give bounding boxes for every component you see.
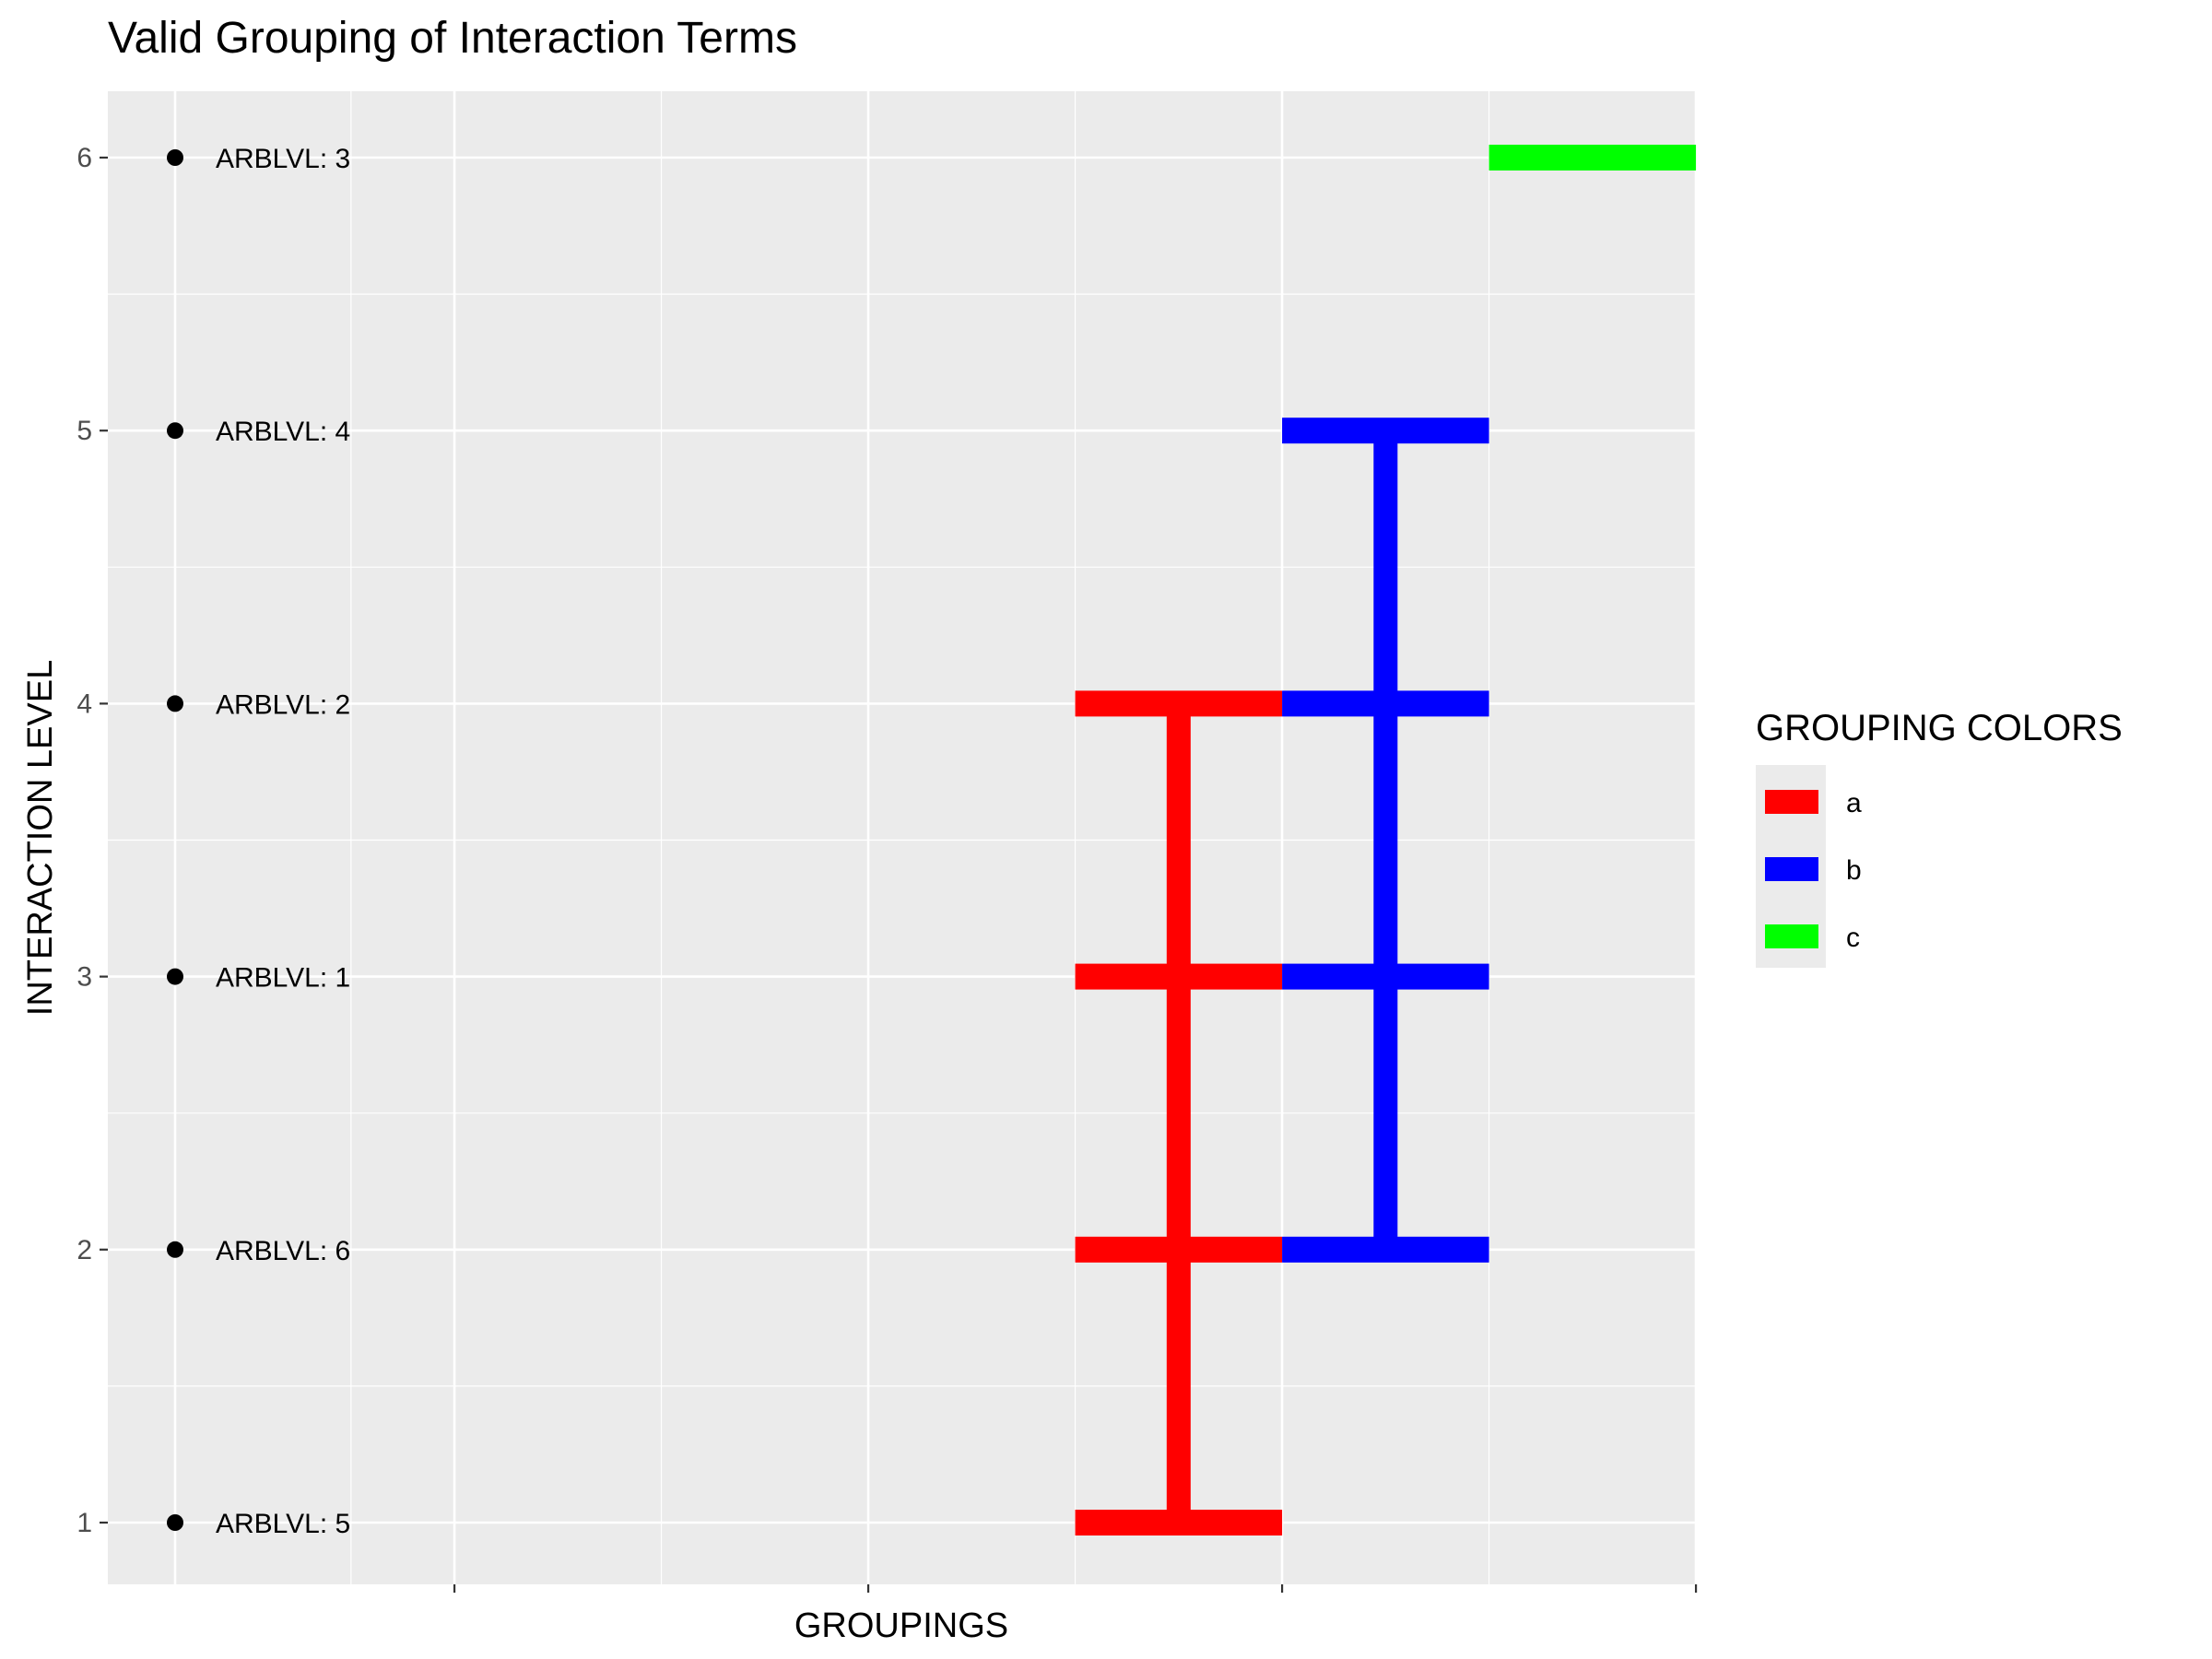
segment-horizontal-a (1075, 963, 1283, 990)
legend-label-c: c (1846, 923, 1860, 953)
point-label: ARBLVL: 4 (216, 417, 350, 447)
point-label: ARBLVL: 1 (216, 963, 350, 994)
point-marker (167, 1514, 183, 1531)
legend-label-a: a (1846, 788, 1862, 818)
legend-keys: a b c (1765, 788, 1862, 953)
y-tick-label: 2 (76, 1235, 92, 1265)
axis-ticks: 1 2 3 4 5 6 (76, 143, 1698, 1593)
x-axis-label: GROUPINGS (794, 1606, 1008, 1645)
segment-horizontal-b (1282, 418, 1489, 444)
point-marker (167, 1241, 183, 1258)
point-labels: ARBLVL: 3 ARBLVL: 4 ARBLVL: 2 ARBLVL: 1 ARBL… (167, 144, 350, 1539)
point-marker (167, 695, 183, 712)
segment-horizontal-c (1488, 145, 1697, 171)
segment-horizontal-a (1075, 1236, 1283, 1263)
segment-horizontal-a (1075, 1510, 1283, 1535)
y-tick-label: 4 (76, 688, 92, 719)
y-tick-label: 5 (76, 416, 92, 446)
point-label: ARBLVL: 6 (216, 1236, 350, 1266)
segment-horizontal-a (1075, 690, 1283, 717)
plot-panel (108, 91, 1695, 1584)
segment-vertical-b (1373, 430, 1398, 1250)
legend: GROUPING COLORS a b c (1756, 708, 2123, 968)
y-tick-label: 1 (76, 1508, 92, 1538)
point-label: ARBLVL: 5 (216, 1509, 350, 1539)
point-marker (167, 968, 183, 985)
legend-title: GROUPING COLORS (1756, 708, 2123, 748)
legend-key-a (1765, 790, 1818, 814)
chart-marks (1075, 145, 1697, 1535)
segment-horizontal-b (1282, 1236, 1489, 1263)
y-tick-label: 3 (76, 962, 92, 993)
y-axis-label: INTERACTION LEVEL (21, 660, 60, 1016)
legend-key-b (1765, 857, 1818, 881)
segment-horizontal-b (1282, 963, 1489, 990)
legend-key-c (1765, 924, 1818, 948)
segment-vertical-a (1166, 703, 1191, 1523)
segment-horizontal-b (1282, 690, 1489, 717)
legend-label-b: b (1846, 855, 1862, 886)
point-marker (167, 422, 183, 440)
point-marker (167, 149, 183, 166)
y-tick-label: 6 (76, 143, 92, 173)
point-label: ARBLVL: 2 (216, 689, 350, 720)
point-label: ARBLVL: 3 (216, 144, 350, 174)
chart-title: Valid Grouping of Interaction Terms (108, 14, 797, 63)
